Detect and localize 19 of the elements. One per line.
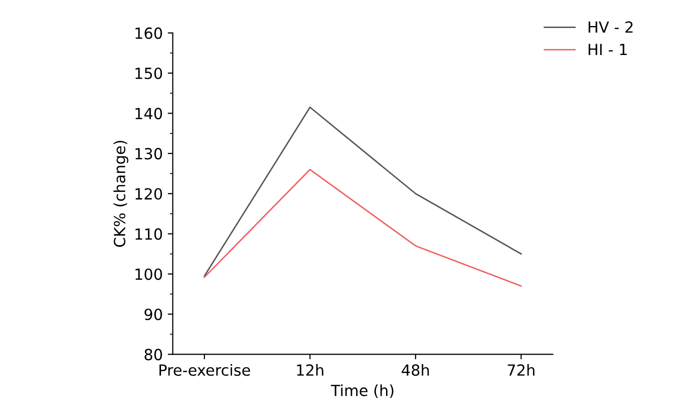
y-axis-title: CK% (change) [114,140,128,247]
y-tick-label: 90 [144,308,162,320]
x-tick-label: 48h [402,364,429,376]
line-series [204,168,522,287]
y-tick-label: 80 [144,348,162,360]
legend-label: HI - 1 [588,44,627,56]
y-tick-label: 100 [136,268,162,280]
line-series [204,106,522,277]
y-tick-label: 150 [136,68,162,80]
x-tick-label: Pre-exercise [160,364,250,376]
y-tick-label: 110 [136,228,162,240]
x-tick-label: 12h [297,364,324,376]
x-axis-title: Time (h) [330,384,394,398]
y-tick-label: 130 [136,148,162,160]
y-tick-label: 160 [136,27,162,39]
x-tick-label: 72h [508,364,534,376]
legend-label: HV - 2 [588,21,633,33]
y-tick-label: 120 [136,188,162,200]
y-tick-label: 140 [136,108,162,120]
